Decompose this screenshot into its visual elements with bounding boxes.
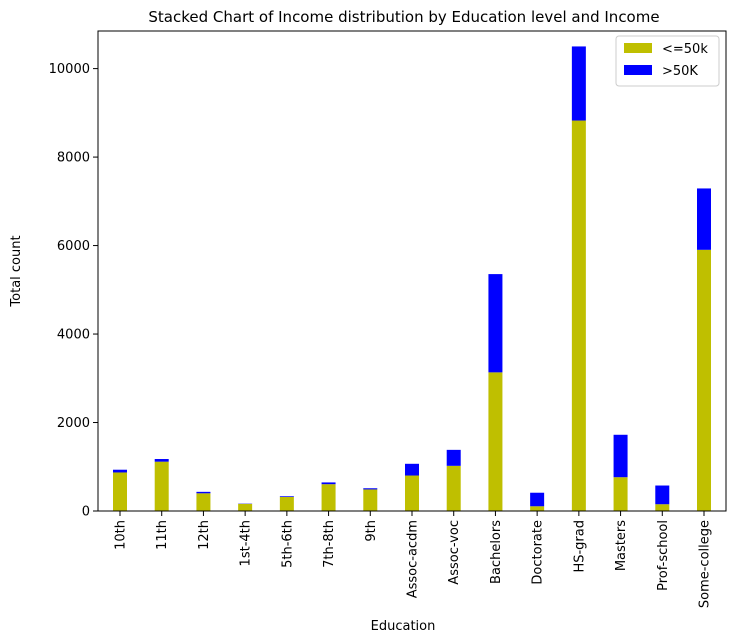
x-tick-label: Bachelors xyxy=(489,520,504,584)
legend-label: <=50k xyxy=(662,42,708,57)
y-tick-label: 2000 xyxy=(57,416,90,431)
y-axis-label: Total count xyxy=(9,235,24,307)
x-tick-label: 10th xyxy=(114,520,129,550)
bar-gt50k-Assoc-acdm xyxy=(405,463,419,476)
legend: <=50k >50K xyxy=(615,35,720,87)
plot-frame xyxy=(97,30,727,512)
x-tick-label: Assoc-voc xyxy=(447,520,462,585)
y-tick-label: 10000 xyxy=(49,62,90,77)
bar-gt50k-12th xyxy=(196,491,211,494)
bar-le50k-Assoc-acdm xyxy=(405,475,419,511)
legend-swatch xyxy=(624,65,652,75)
bar-gt50k-Bachelors xyxy=(488,274,503,373)
y-tick-label: 8000 xyxy=(57,151,90,166)
x-axis: 10th 11th 12th 1st-4th 5th-6th 7th-8th 9th Asso… xyxy=(114,511,713,608)
bar-gt50k-5th-6th xyxy=(279,496,294,497)
x-tick-label: 7th-8th xyxy=(322,520,337,568)
x-tick-label: Assoc-acdm xyxy=(406,520,421,598)
x-tick-label: Prof-school xyxy=(656,520,671,591)
bar-gt50k-Assoc-voc xyxy=(446,449,461,466)
bar-le50k-Assoc-voc xyxy=(446,465,461,511)
x-tick-label: 5th-6th xyxy=(280,520,295,568)
bar-le50k-Prof-school xyxy=(655,504,670,511)
bar-gt50k-7th-8th xyxy=(321,482,336,485)
bar-le50k-HS-grad xyxy=(571,120,586,511)
y-tick-label: 6000 xyxy=(57,239,90,254)
bar-le50k-Bachelors xyxy=(488,372,503,511)
x-tick-label: Masters xyxy=(614,520,629,571)
bar-gt50k-9th xyxy=(363,488,378,490)
bar-le50k-Some-college xyxy=(697,249,711,511)
x-tick-label: 1st-4th xyxy=(239,520,254,566)
x-tick-label: 11th xyxy=(155,520,170,550)
x-tick-label: Doctorate xyxy=(531,520,546,585)
bar-gt50k-Some-college xyxy=(697,188,711,250)
legend-label: >50K xyxy=(662,64,698,79)
x-axis-label: Education xyxy=(371,619,436,634)
bar-gt50k-Prof-school xyxy=(655,485,670,505)
x-tick-label: Some-college xyxy=(698,520,713,608)
bar-le50k-9th xyxy=(363,489,378,511)
bar-le50k-12th xyxy=(196,493,211,511)
bar-le50k-5th-6th xyxy=(279,496,294,511)
bar-le50k-11th xyxy=(154,461,169,511)
bar-le50k-Doctorate xyxy=(530,506,545,511)
bars xyxy=(113,46,711,511)
bar-le50k-10th xyxy=(113,472,127,511)
bar-le50k-Masters xyxy=(613,477,628,511)
bar-le50k-1st-4th xyxy=(238,503,253,511)
chart-title: Stacked Chart of Income distribution by … xyxy=(148,8,659,26)
x-tick-label: 12th xyxy=(197,520,212,550)
x-tick-label: 9th xyxy=(364,520,379,542)
bar-gt50k-HS-grad xyxy=(571,46,586,121)
legend-swatch xyxy=(624,43,652,53)
y-axis: 0 2000 4000 6000 8000 10000 xyxy=(49,62,98,520)
y-tick-label: 4000 xyxy=(57,328,90,343)
bar-gt50k-Masters xyxy=(613,434,628,478)
bar-gt50k-11th xyxy=(154,459,169,462)
bar-gt50k-Doctorate xyxy=(530,492,545,507)
bar-gt50k-10th xyxy=(113,469,127,473)
plot-area xyxy=(98,31,726,511)
bar-le50k-7th-8th xyxy=(321,484,336,511)
y-tick-label: 0 xyxy=(82,505,90,520)
x-tick-label: HS-grad xyxy=(572,520,587,573)
